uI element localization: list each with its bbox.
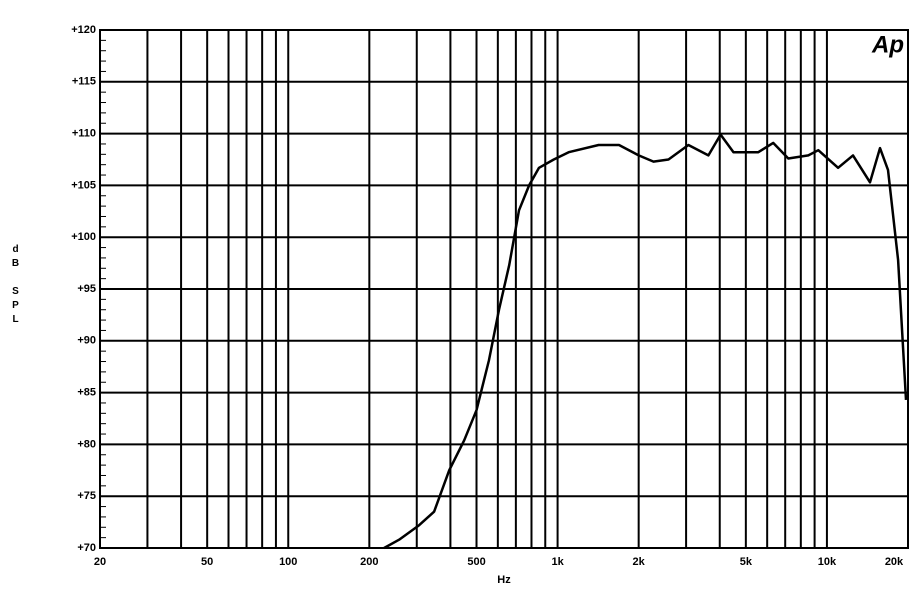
y-tick-label: +85 <box>77 387 96 399</box>
x-tick-label: 5k <box>740 556 753 568</box>
y-axis-label: dB SPL <box>10 244 21 328</box>
y-tick-label: +105 <box>71 179 96 191</box>
y-tick-label: +75 <box>77 490 96 502</box>
y-tick-label: +115 <box>72 76 96 88</box>
x-tick-label: 500 <box>467 556 485 568</box>
x-tick-label: 1k <box>551 556 564 568</box>
y-tick-label: +70 <box>77 542 96 554</box>
x-tick-label: 20k <box>885 556 904 568</box>
response-curve <box>383 133 908 550</box>
y-tick-label: +80 <box>77 438 96 450</box>
plot-frame <box>99 29 909 549</box>
y-tick-label: +100 <box>71 231 96 243</box>
x-axis-label: Hz <box>497 574 511 586</box>
x-tick-label: 50 <box>201 556 213 568</box>
x-tick-label: 2k <box>633 556 646 568</box>
y-tick-label: +95 <box>77 283 96 295</box>
x-tick-label: 100 <box>279 556 297 568</box>
logo: Ap <box>871 31 904 58</box>
y-tick-label: +120 <box>71 24 96 36</box>
x-tick-label: 10k <box>818 556 837 568</box>
x-tick-label: 20 <box>94 556 106 568</box>
y-tick-label: +90 <box>77 335 96 347</box>
x-tick-label: 200 <box>360 556 378 568</box>
y-tick-label: +110 <box>72 128 96 140</box>
